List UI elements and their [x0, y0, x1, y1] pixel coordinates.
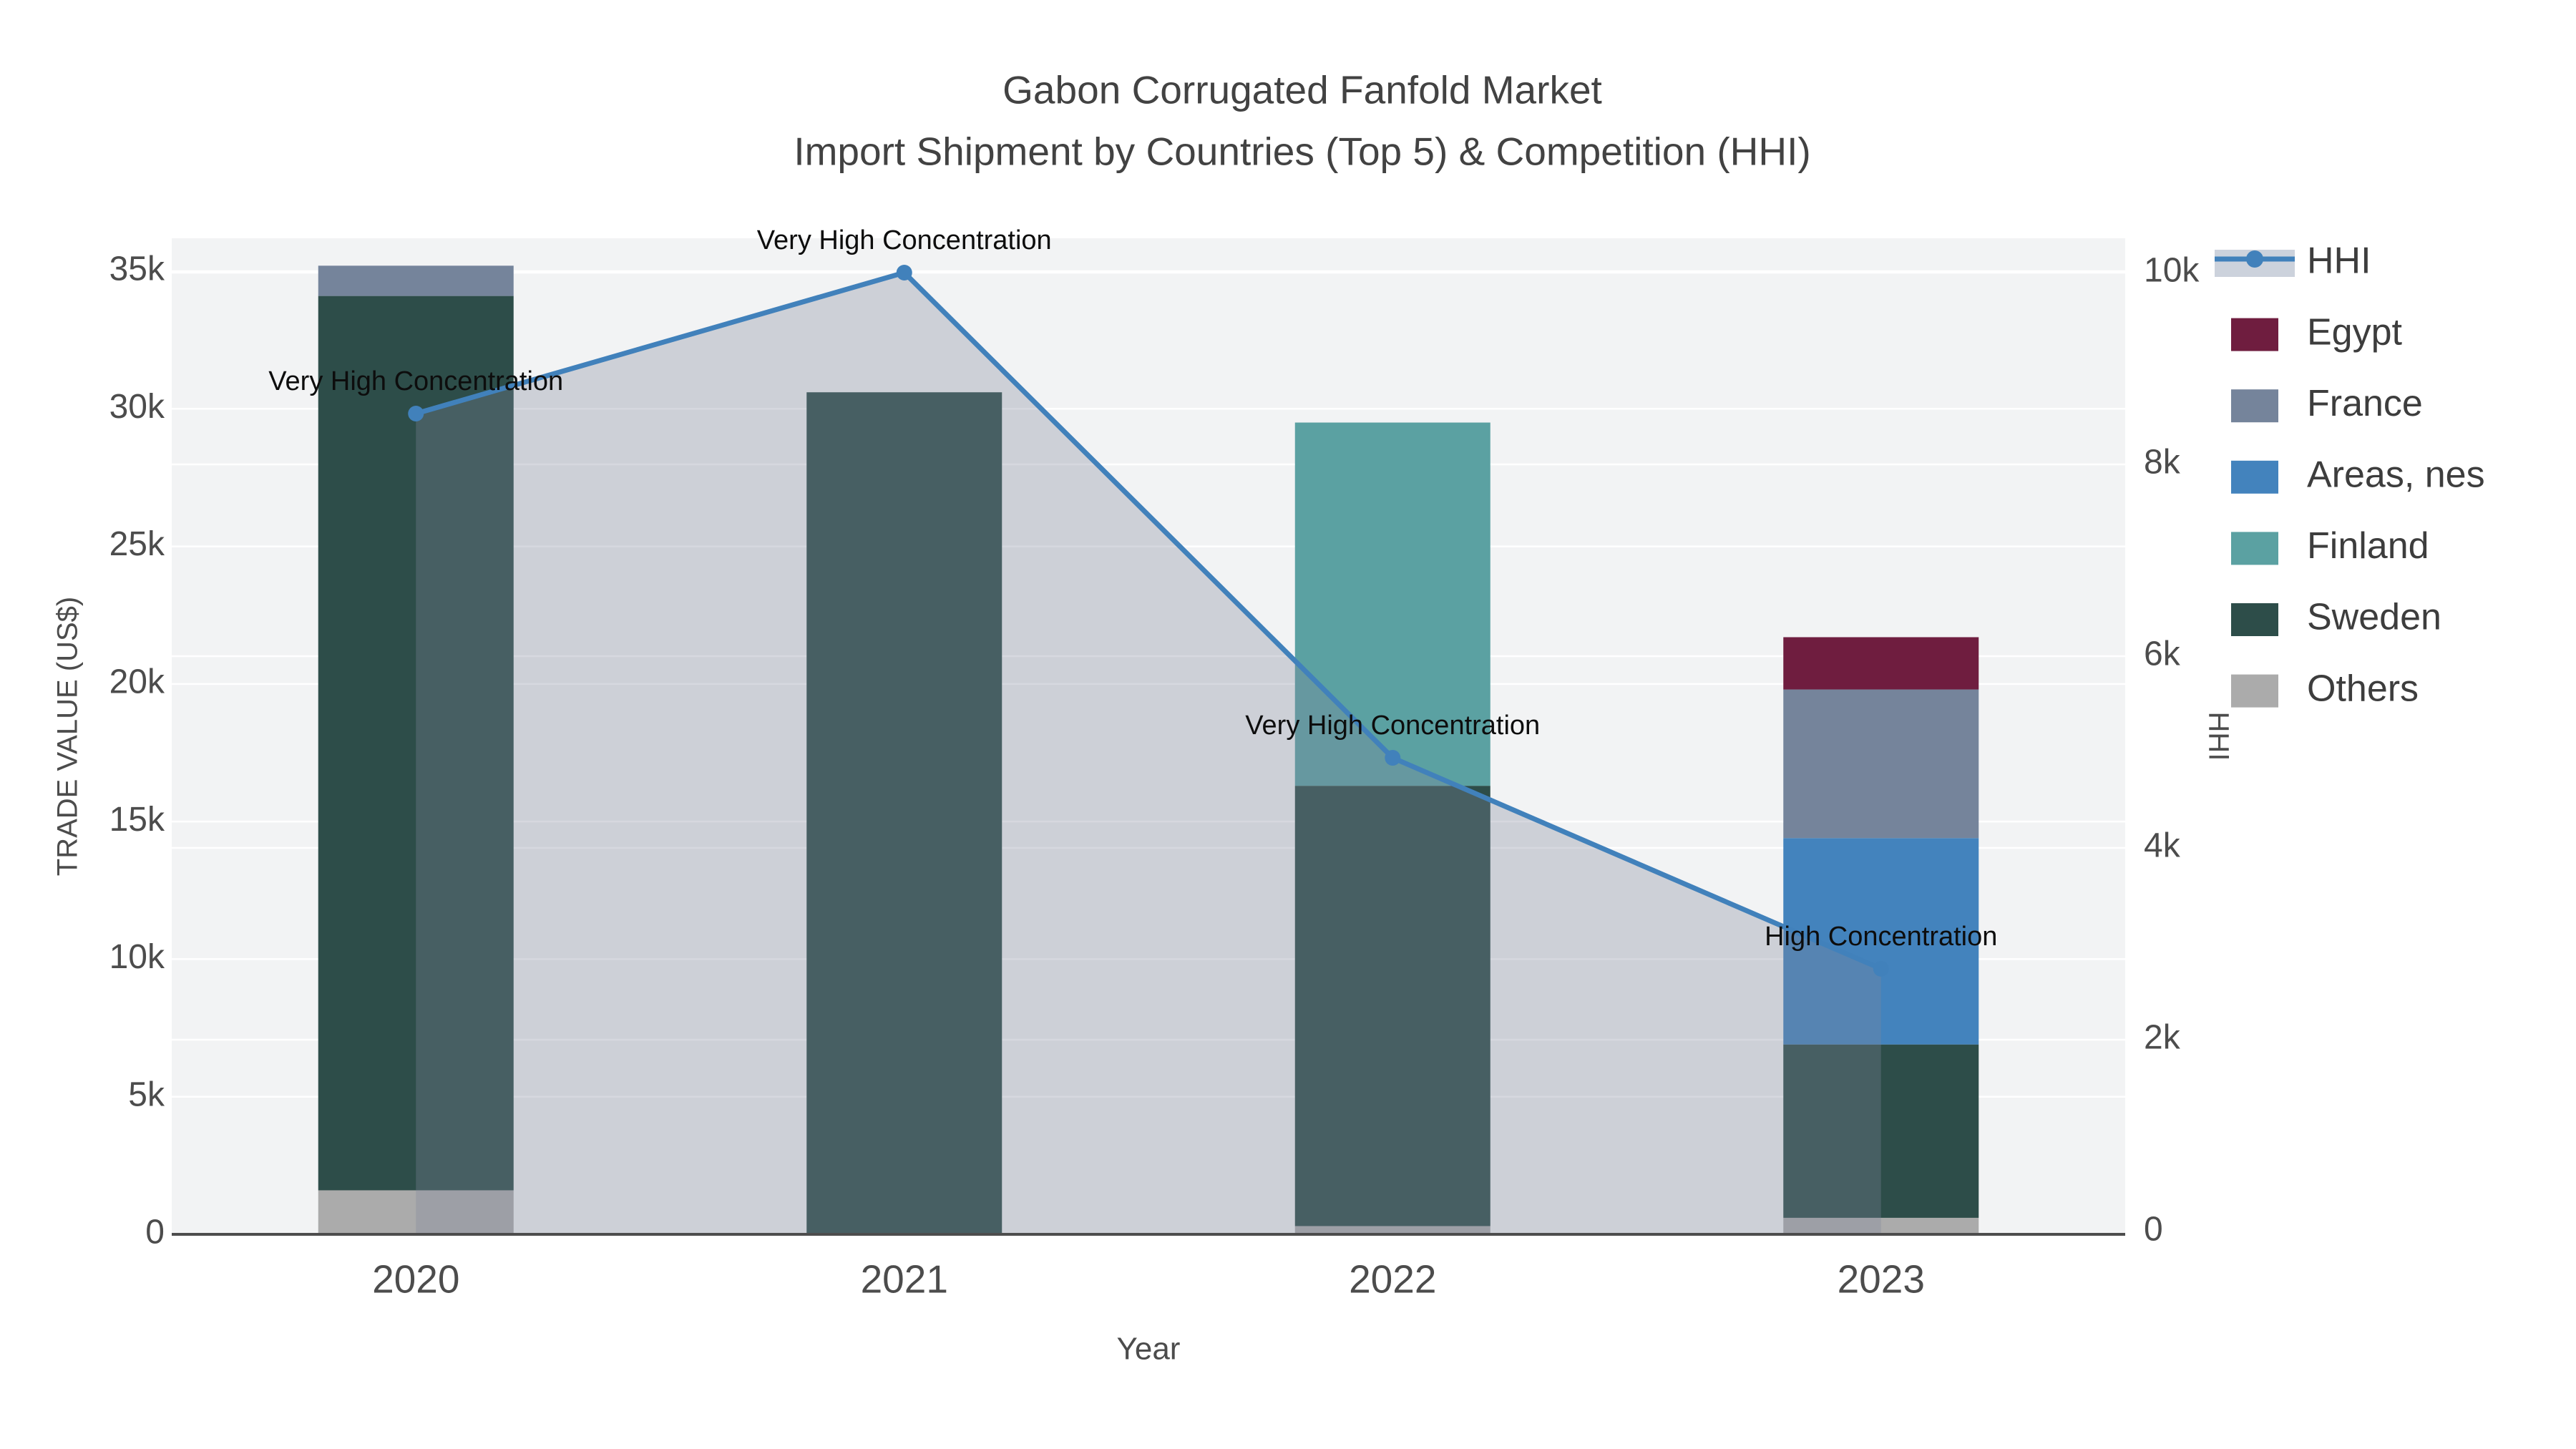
x-tick-2021: 2021 [861, 1257, 948, 1302]
tick-labels: 0 5k 10k 15k 20k 25k 30k 35k 0 2k 4k 6k 8k 10k 2020 202… [109, 250, 2200, 1302]
y-right-tick-2k: 2k [2144, 1019, 2181, 1057]
legend-label: Sweden [2307, 597, 2441, 638]
y-left-tick-30k: 30k [109, 388, 165, 426]
bar-segment-others-2022[interactable] [1294, 1226, 1491, 1234]
legend: HHI Egypt France Areas, nes Finland Sweden Oth… [2215, 240, 2485, 709]
bar-segment-others-2020[interactable] [318, 1190, 514, 1234]
bar-segment-france-2023[interactable] [1783, 689, 1979, 839]
hhi-area-fill [416, 273, 1881, 1233]
y-right-tick-4k: 4k [2144, 827, 2181, 865]
legend-swatch-icon [2231, 603, 2278, 636]
chart-title: Gabon Corrugated Fanfold Market Import S… [794, 68, 1810, 174]
legend-swatch-icon [2231, 532, 2278, 565]
legend-label: HHI [2307, 240, 2371, 282]
bar-segment-sweden-2022[interactable] [1294, 786, 1491, 1226]
bar-segment-france-2020[interactable] [318, 265, 514, 296]
y-right-tick-8k: 8k [2144, 444, 2181, 482]
y-left-tick-5k: 5k [128, 1075, 165, 1113]
hhi-line-path [415, 270, 1883, 972]
legend-swatch-icon [2231, 674, 2278, 708]
hhi-marker-2023[interactable] [1873, 960, 1889, 977]
annotation-2020: Very High Concentration [268, 366, 563, 396]
legend-item-egypt[interactable]: Egypt [2231, 311, 2403, 353]
x-tick-2023: 2023 [1838, 1257, 1925, 1302]
annotation-2023: High Concentration [1765, 922, 1997, 952]
y-right-tick-0: 0 [2144, 1211, 2163, 1249]
y-left-tick-10k: 10k [109, 938, 165, 976]
x-tick-2022: 2022 [1349, 1257, 1436, 1302]
y-left-axis-title: TRADE VALUE (US$) [52, 597, 84, 876]
legend-hhi-marker-icon [2246, 250, 2263, 268]
bar-segment-egypt-2023[interactable] [1783, 637, 1979, 690]
chart-title-line1: Gabon Corrugated Fanfold Market [1002, 68, 1602, 112]
legend-swatch-icon [2231, 460, 2278, 494]
bar-segment-sweden-2020[interactable] [318, 296, 514, 1191]
bar-segment-sweden-2023[interactable] [1783, 1044, 1979, 1218]
y-right-tick-6k: 6k [2144, 635, 2181, 673]
legend-label: Areas, nes [2307, 454, 2485, 496]
annotation-2022: Very High Concentration [1245, 711, 1540, 741]
legend-item-finland[interactable]: Finland [2231, 525, 2429, 567]
hhi-marker-2021[interactable] [896, 265, 912, 280]
stacked-bars [318, 265, 1979, 1234]
legend-swatch-icon [2231, 389, 2278, 423]
y-left-tick-0: 0 [145, 1214, 165, 1252]
legend-label: Others [2307, 668, 2419, 709]
bar-segment-finland-2022[interactable] [1294, 422, 1491, 786]
legend-item-france[interactable]: France [2231, 383, 2423, 424]
y-left-tick-20k: 20k [109, 663, 165, 701]
annotation-2021: Very High Concentration [757, 225, 1052, 255]
legend-item-sweden[interactable]: Sweden [2231, 597, 2441, 638]
annotations: Very High Concentration Very High Concent… [268, 225, 1997, 952]
legend-label: France [2307, 383, 2423, 424]
bar-segment-others-2023[interactable] [1783, 1217, 1979, 1234]
legend-item-hhi[interactable]: HHI [2215, 240, 2371, 282]
hhi-line [408, 265, 1889, 977]
legend-item-others[interactable]: Others [2231, 668, 2419, 709]
legend-label: Egypt [2307, 311, 2403, 353]
y-right-tick-10k: 10k [2144, 252, 2200, 290]
hhi-area-polygon [416, 273, 1881, 1233]
legend-label: Finland [2307, 525, 2429, 567]
legend-swatch-icon [2231, 318, 2278, 351]
bar-segment-sweden-2021[interactable] [806, 392, 1002, 1234]
x-tick-2020: 2020 [372, 1257, 459, 1302]
y-left-tick-25k: 25k [109, 525, 165, 563]
x-axis-title: Year [1117, 1332, 1181, 1367]
y-left-tick-35k: 35k [109, 250, 165, 288]
legend-item-areas-nes[interactable]: Areas, nes [2231, 454, 2485, 496]
chart-title-line2: Import Shipment by Countries (Top 5) & C… [794, 130, 1810, 174]
hhi-marker-2022[interactable] [1385, 750, 1401, 766]
y-right-axis-title: HHI [2202, 712, 2234, 761]
y-left-tick-15k: 15k [109, 801, 165, 839]
hhi-marker-2020[interactable] [408, 405, 424, 421]
